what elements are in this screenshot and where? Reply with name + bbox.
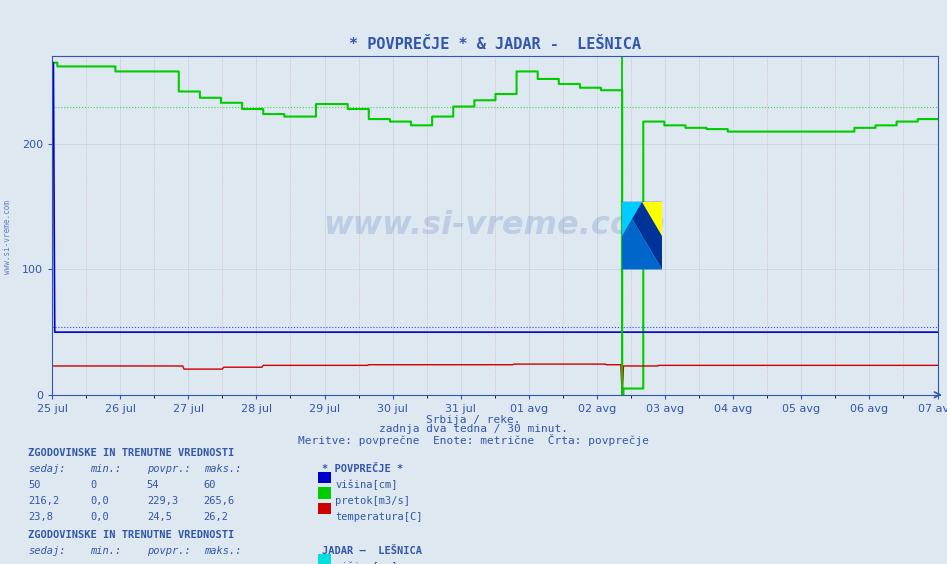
- Text: 26,2: 26,2: [204, 512, 228, 522]
- Text: JADAR –  LEŠNICA: JADAR – LEŠNICA: [322, 547, 422, 556]
- Text: zadnja dva tedna / 30 minut.: zadnja dva tedna / 30 minut.: [379, 424, 568, 434]
- Text: -nan: -nan: [147, 562, 171, 564]
- Text: 0,0: 0,0: [90, 496, 109, 506]
- Text: 50: 50: [28, 480, 41, 490]
- Text: povpr.:: povpr.:: [147, 547, 190, 556]
- Text: 216,2: 216,2: [28, 496, 60, 506]
- Text: maks.:: maks.:: [204, 464, 241, 474]
- Text: pretok[m3/s]: pretok[m3/s]: [335, 496, 410, 506]
- Text: 23,8: 23,8: [28, 512, 53, 522]
- Text: -nan: -nan: [28, 562, 53, 564]
- Text: www.si-vreme.com: www.si-vreme.com: [3, 200, 12, 274]
- Text: 265,6: 265,6: [204, 496, 235, 506]
- Text: povpr.:: povpr.:: [147, 464, 190, 474]
- Text: -nan: -nan: [90, 562, 115, 564]
- Text: 54: 54: [147, 480, 159, 490]
- Polygon shape: [622, 202, 662, 270]
- Text: min.:: min.:: [90, 464, 121, 474]
- Text: sedaj:: sedaj:: [28, 547, 66, 556]
- Text: višina[cm]: višina[cm]: [335, 480, 398, 490]
- Text: -nan: -nan: [204, 562, 228, 564]
- Text: ZGODOVINSKE IN TRENUTNE VREDNOSTI: ZGODOVINSKE IN TRENUTNE VREDNOSTI: [28, 448, 235, 459]
- Text: sedaj:: sedaj:: [28, 464, 66, 474]
- Text: www.si-vreme.com: www.si-vreme.com: [324, 210, 666, 241]
- Text: višina[cm]: višina[cm]: [335, 562, 398, 564]
- Text: maks.:: maks.:: [204, 547, 241, 556]
- Polygon shape: [622, 202, 662, 270]
- Text: 60: 60: [204, 480, 216, 490]
- Text: 229,3: 229,3: [147, 496, 178, 506]
- Text: Meritve: povprečne  Enote: metrične  Črta: povprečje: Meritve: povprečne Enote: metrične Črta:…: [298, 434, 649, 446]
- Polygon shape: [622, 202, 642, 236]
- Text: Srbija / reke.: Srbija / reke.: [426, 415, 521, 425]
- Text: 0: 0: [90, 480, 97, 490]
- Title: * POVPREČJE * & JADAR -  LEŠNICA: * POVPREČJE * & JADAR - LEŠNICA: [348, 37, 641, 52]
- Text: 24,5: 24,5: [147, 512, 171, 522]
- Text: temperatura[C]: temperatura[C]: [335, 512, 422, 522]
- Text: * POVPREČJE *: * POVPREČJE *: [322, 464, 403, 474]
- Text: min.:: min.:: [90, 547, 121, 556]
- Text: ZGODOVINSKE IN TRENUTNE VREDNOSTI: ZGODOVINSKE IN TRENUTNE VREDNOSTI: [28, 531, 235, 540]
- Text: 0,0: 0,0: [90, 512, 109, 522]
- Polygon shape: [642, 202, 662, 236]
